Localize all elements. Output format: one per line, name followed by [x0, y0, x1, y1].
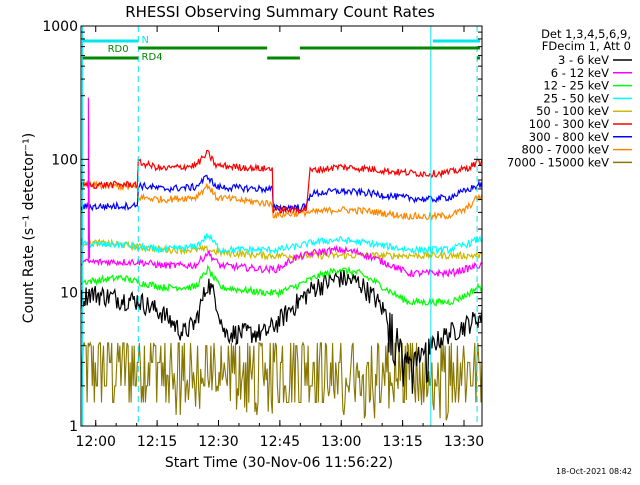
series-3-6keV-group — [81, 269, 482, 394]
y-tick-label-2: 100 — [51, 152, 78, 168]
x-tick-label-1: 12:15 — [137, 434, 177, 450]
x-tick-label-2: 12:30 — [198, 434, 238, 450]
legend-label-4: 50 - 100 keV — [536, 104, 609, 118]
legend-header-line-2: FDecim 1, Att 0 — [542, 39, 631, 53]
y-tick-label-3: 1000 — [42, 19, 78, 35]
series-line-3 — [81, 233, 482, 256]
legend-header-line-1: Det 1,3,4,5,6,9, — [541, 27, 631, 41]
generation-timestamp: 18-Oct-2021 08:42 — [556, 467, 632, 476]
series-line-1 — [81, 244, 482, 279]
y-tick-label-0: 1 — [69, 419, 78, 435]
series-line-8 — [81, 341, 482, 421]
x-tick-label-3: 12:45 — [260, 434, 300, 450]
plot-area: N RD0 RD4 — [81, 26, 482, 426]
legend-label-0: 3 - 6 keV — [558, 53, 609, 67]
legend: Det 1,3,4,5,6,9, FDecim 1, Att 0 3 - 6 k… — [507, 27, 632, 169]
x-tick-label-6: 13:30 — [444, 434, 484, 450]
legend-label-1: 6 - 12 keV — [551, 66, 609, 80]
series-line-0 — [81, 269, 482, 394]
series-line-4 — [81, 237, 482, 262]
x-tick-label-4: 13:00 — [321, 434, 361, 450]
x-tick-label-0: 12:00 — [76, 434, 116, 450]
series-line-7 — [81, 180, 482, 221]
spike-mark — [87, 97, 91, 262]
legend-label-6: 300 - 800 keV — [529, 130, 609, 144]
x-axis-label: Start Time (30-Nov-06 11:56:22) — [165, 455, 393, 471]
chart-title: RHESSI Observing Summary Count Rates — [125, 3, 435, 21]
y-tick-label-1: 10 — [60, 286, 78, 302]
state-bar-label-rd0: RD0 — [108, 44, 129, 55]
y-axis-label: Count Rate (s⁻¹ detector⁻¹) — [21, 133, 37, 323]
legend-label-7: 800 - 7000 keV — [521, 143, 609, 157]
x-tick-label-5: 13:15 — [382, 434, 422, 450]
series-800-7000keV-group — [81, 180, 482, 221]
legend-label-3: 25 - 50 keV — [543, 91, 609, 105]
series-25-50keV-group — [81, 233, 482, 256]
series-line-6 — [81, 174, 482, 214]
series-300-800keV-group — [81, 174, 482, 214]
plot-frame — [80, 25, 483, 427]
legend-label-8: 7000 - 15000 keV — [507, 155, 609, 169]
series-line-5 — [81, 149, 482, 215]
series-line-2 — [81, 264, 482, 307]
legend-label-2: 12 - 25 keV — [543, 79, 609, 93]
state-bar-label-n: N — [142, 35, 149, 46]
y-axis: 1 10 100 1000 — [42, 19, 482, 435]
series-50-100keV-group — [81, 237, 482, 262]
series-100-300keV-group — [81, 149, 482, 215]
series-6-12keV-group — [81, 244, 482, 279]
state-bar-label-rd4: RD4 — [142, 52, 163, 63]
series-7000-15000keV-group — [81, 341, 482, 421]
x-axis: 12:00 12:15 12:30 12:45 13:00 13:15 13:30 — [76, 26, 484, 450]
legend-label-5: 100 - 300 keV — [529, 117, 609, 131]
series-12-25keV-group — [81, 264, 482, 307]
